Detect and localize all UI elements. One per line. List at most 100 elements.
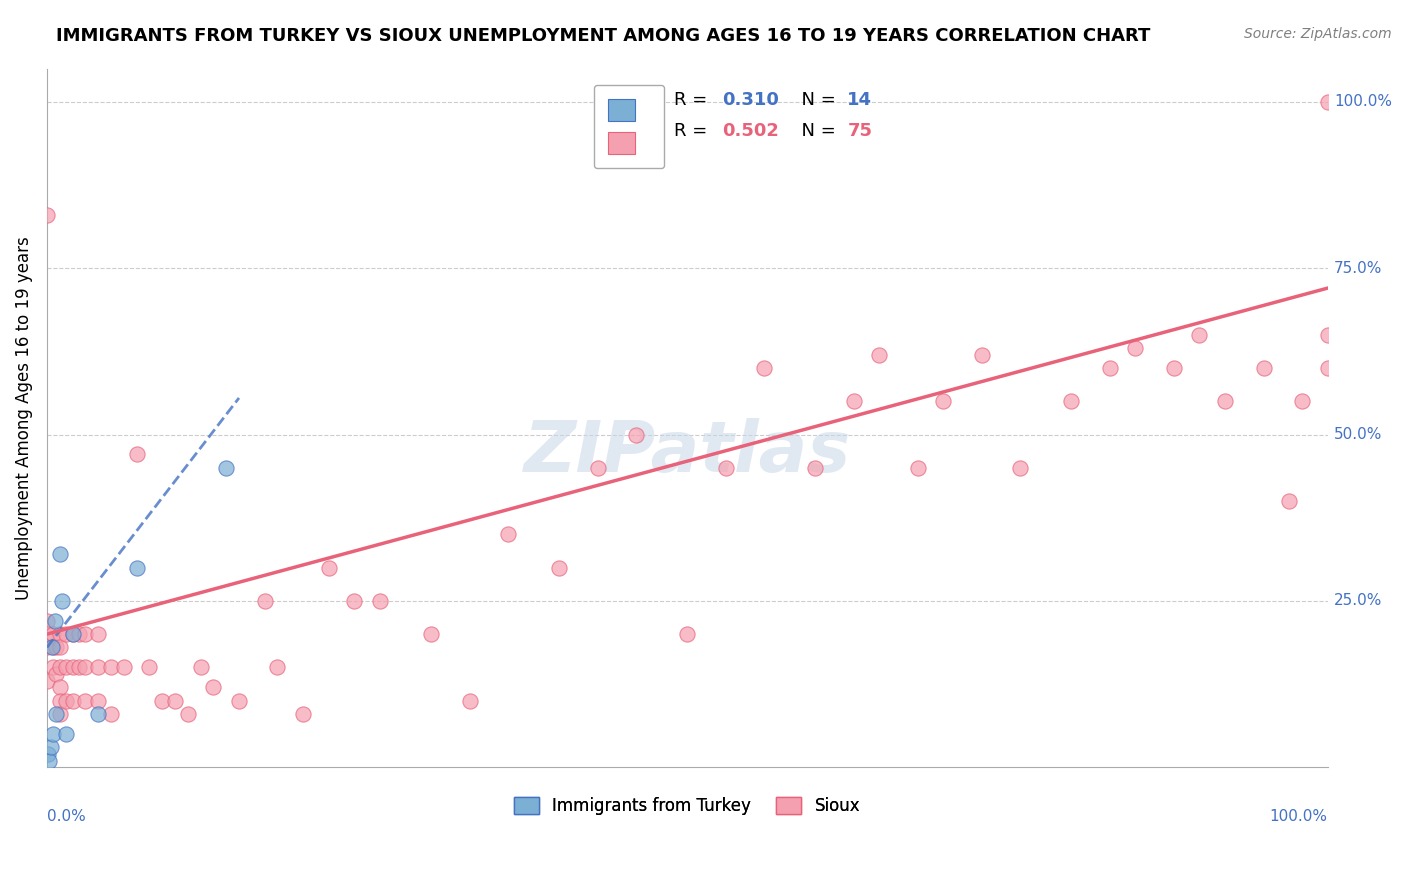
Point <box>62 627 84 641</box>
Point <box>1060 394 1083 409</box>
Point <box>39 740 62 755</box>
Point <box>42 627 65 641</box>
Point <box>87 694 110 708</box>
Point <box>752 361 775 376</box>
Point <box>87 706 110 721</box>
Text: 25.0%: 25.0% <box>1334 593 1382 608</box>
Point <box>62 660 84 674</box>
Point <box>676 627 699 641</box>
Text: Source: ZipAtlas.com: Source: ZipAtlas.com <box>1244 27 1392 41</box>
Point <box>41 640 63 655</box>
Point <box>48 660 70 674</box>
Text: 75.0%: 75.0% <box>1334 260 1382 276</box>
Point <box>1163 361 1185 376</box>
Point <box>1253 361 1275 376</box>
Point <box>100 706 122 721</box>
Point <box>44 614 66 628</box>
Point <box>48 627 70 641</box>
Y-axis label: Unemployment Among Ages 16 to 19 years: Unemployment Among Ages 16 to 19 years <box>15 236 32 599</box>
Point <box>177 706 200 721</box>
Text: IMMIGRANTS FROM TURKEY VS SIOUX UNEMPLOYMENT AMONG AGES 16 TO 19 YEARS CORRELATI: IMMIGRANTS FROM TURKEY VS SIOUX UNEMPLOY… <box>56 27 1150 45</box>
Text: 75: 75 <box>848 122 872 140</box>
Point <box>1316 361 1339 376</box>
Point <box>42 640 65 655</box>
Point <box>1125 341 1147 355</box>
Point <box>55 660 77 674</box>
Point <box>35 614 58 628</box>
Point <box>1098 361 1121 376</box>
Point <box>62 694 84 708</box>
Point <box>45 706 67 721</box>
Point <box>42 727 65 741</box>
Point <box>35 640 58 655</box>
Point <box>1278 494 1301 508</box>
Point <box>48 706 70 721</box>
Point <box>55 727 77 741</box>
Text: 14: 14 <box>848 91 872 109</box>
Point <box>343 594 366 608</box>
Point <box>368 594 391 608</box>
Text: 50.0%: 50.0% <box>1334 427 1382 442</box>
Legend: Immigrants from Turkey, Sioux: Immigrants from Turkey, Sioux <box>508 790 868 822</box>
Text: 100.0%: 100.0% <box>1334 95 1392 110</box>
Point <box>55 694 77 708</box>
Point <box>48 694 70 708</box>
Point <box>45 667 67 681</box>
Point <box>1188 327 1211 342</box>
Point <box>67 660 90 674</box>
Text: 100.0%: 100.0% <box>1270 809 1327 824</box>
Point <box>87 660 110 674</box>
Point <box>624 427 647 442</box>
Point <box>266 660 288 674</box>
Point <box>496 527 519 541</box>
Point <box>150 694 173 708</box>
Point <box>75 660 97 674</box>
Point <box>804 460 827 475</box>
Text: N =: N = <box>790 122 841 140</box>
Point <box>48 547 70 561</box>
Point <box>45 640 67 655</box>
Point <box>48 640 70 655</box>
Point <box>163 694 186 708</box>
Point <box>253 594 276 608</box>
Point <box>548 560 571 574</box>
Point <box>1291 394 1313 409</box>
Point <box>868 348 890 362</box>
Point <box>318 560 340 574</box>
Point <box>87 627 110 641</box>
Point <box>37 747 59 761</box>
Point <box>202 681 225 695</box>
Point <box>125 560 148 574</box>
Point <box>292 706 315 721</box>
Point <box>75 627 97 641</box>
Point <box>190 660 212 674</box>
Point <box>714 460 737 475</box>
Point <box>842 394 865 409</box>
Point <box>1010 460 1032 475</box>
Point <box>215 460 238 475</box>
Point <box>100 660 122 674</box>
Point <box>228 694 250 708</box>
Point <box>112 660 135 674</box>
Point <box>55 627 77 641</box>
Text: R =: R = <box>675 91 713 109</box>
Point <box>75 694 97 708</box>
Point <box>458 694 481 708</box>
Point <box>138 660 160 674</box>
Point <box>48 681 70 695</box>
Text: 0.502: 0.502 <box>721 122 779 140</box>
Point <box>35 627 58 641</box>
Point <box>35 208 58 222</box>
Point <box>35 673 58 688</box>
Point <box>907 460 929 475</box>
Point <box>42 660 65 674</box>
Point <box>1316 327 1339 342</box>
Text: 0.310: 0.310 <box>721 91 779 109</box>
Point <box>62 627 84 641</box>
Text: N =: N = <box>790 91 841 109</box>
Point <box>125 448 148 462</box>
Point <box>67 627 90 641</box>
Point <box>970 348 993 362</box>
Point <box>51 594 73 608</box>
Point <box>1316 95 1339 109</box>
